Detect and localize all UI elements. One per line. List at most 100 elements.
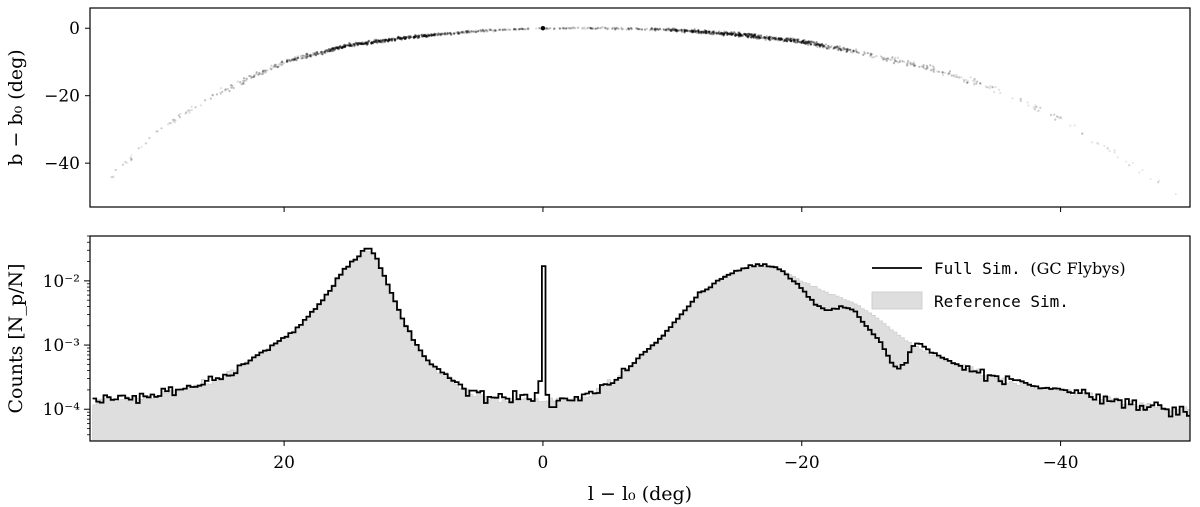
stream-particle (890, 58, 893, 61)
stream-particle (673, 27, 676, 30)
stream-particle (738, 32, 742, 35)
stream-particle (725, 31, 728, 34)
stream-particle (483, 30, 486, 33)
stream-particle (383, 40, 387, 43)
stream-particle (839, 48, 843, 52)
stream-particle (441, 33, 444, 36)
stream-particle (666, 27, 669, 30)
stream-particle (722, 33, 725, 36)
stream-particle (402, 36, 405, 39)
stream-particle (1106, 147, 1109, 150)
stream-particle (439, 33, 442, 36)
stream-particle (570, 27, 574, 30)
stream-particle (444, 31, 447, 35)
stream-particle (330, 47, 333, 50)
stream-particle (468, 31, 471, 34)
stream-particle (346, 44, 349, 47)
stream-particle (370, 41, 373, 44)
stream-particle (998, 88, 1001, 91)
stream-particle (589, 26, 592, 29)
stream-particle (518, 27, 521, 31)
stream-particle (809, 43, 813, 46)
stream-particle (786, 40, 789, 43)
stream-particle (750, 33, 753, 36)
stream-particle (498, 28, 501, 31)
stream-particle (480, 30, 483, 33)
stream-particle (726, 32, 729, 36)
stream-particle (922, 64, 925, 67)
stream-particle (1081, 132, 1084, 135)
stream-particle (975, 82, 978, 85)
stream-particle (1149, 177, 1152, 181)
stream-particle (815, 42, 818, 46)
stream-particle (405, 36, 408, 39)
stream-particle (707, 30, 710, 33)
stream-particle (701, 30, 704, 33)
stream-particle (339, 45, 342, 48)
stream-particle (675, 29, 678, 32)
stream-particle (370, 41, 373, 44)
stream-particle (370, 42, 373, 45)
stream-particle (1113, 151, 1116, 154)
stream-particle (309, 53, 312, 56)
stream-particle (855, 51, 858, 54)
stream-particle (979, 82, 982, 85)
stream-particle (737, 31, 741, 34)
stream-particle (1049, 113, 1052, 117)
stream-particle (763, 37, 766, 40)
stream-particle (562, 27, 565, 30)
stream-particle (745, 34, 748, 37)
stream-particle (413, 36, 416, 39)
stream-particle (912, 62, 915, 65)
stream-particle (375, 38, 378, 41)
stream-particle (316, 53, 319, 56)
stream-particle (793, 38, 796, 41)
stream-particle (1081, 132, 1084, 135)
stream-particle (834, 45, 837, 48)
stream-particle (316, 52, 319, 55)
stream-particle (703, 30, 706, 33)
stream-particle (979, 82, 982, 85)
stream-particle (812, 41, 816, 44)
stream-particle (737, 33, 740, 36)
stream-particle (361, 42, 364, 46)
stream-particle (739, 34, 743, 37)
stream-particle (810, 40, 813, 43)
stream-particle (822, 44, 825, 47)
stream-particle (432, 34, 435, 37)
stream-particle (817, 43, 821, 47)
stream-particle (335, 46, 338, 49)
stream-particle (800, 40, 804, 44)
stream-particle (291, 58, 294, 61)
stream-particle (338, 46, 341, 49)
stream-particle (312, 52, 315, 55)
stream-particle (448, 31, 451, 35)
stream-particle (341, 46, 344, 50)
stream-particle (209, 97, 212, 100)
stream-particle (783, 39, 786, 43)
stream-particle (1128, 164, 1131, 167)
stream-particle (401, 36, 404, 40)
stream-particle (966, 81, 969, 84)
stream-particle (342, 45, 345, 49)
stream-particle (413, 36, 416, 39)
stream-particle (372, 41, 375, 44)
stream-particle (547, 27, 550, 30)
stream-particle (845, 48, 848, 51)
bottom-xtick-label: −40 (1043, 453, 1079, 473)
stream-particle (817, 43, 820, 46)
stream-particle (374, 39, 377, 42)
stream-particle (627, 27, 630, 30)
stream-particle (798, 40, 801, 43)
stream-particle (790, 40, 793, 43)
stream-particle (760, 34, 763, 38)
stream-particle (270, 68, 273, 71)
stream-particle (701, 30, 704, 33)
stream-particle (457, 30, 460, 34)
stream-particle (356, 42, 359, 45)
stream-particle (433, 34, 437, 37)
stream-particle (833, 46, 836, 49)
stream-particle (397, 35, 400, 38)
stream-particle (800, 41, 804, 44)
stream-particles (110, 26, 1177, 196)
